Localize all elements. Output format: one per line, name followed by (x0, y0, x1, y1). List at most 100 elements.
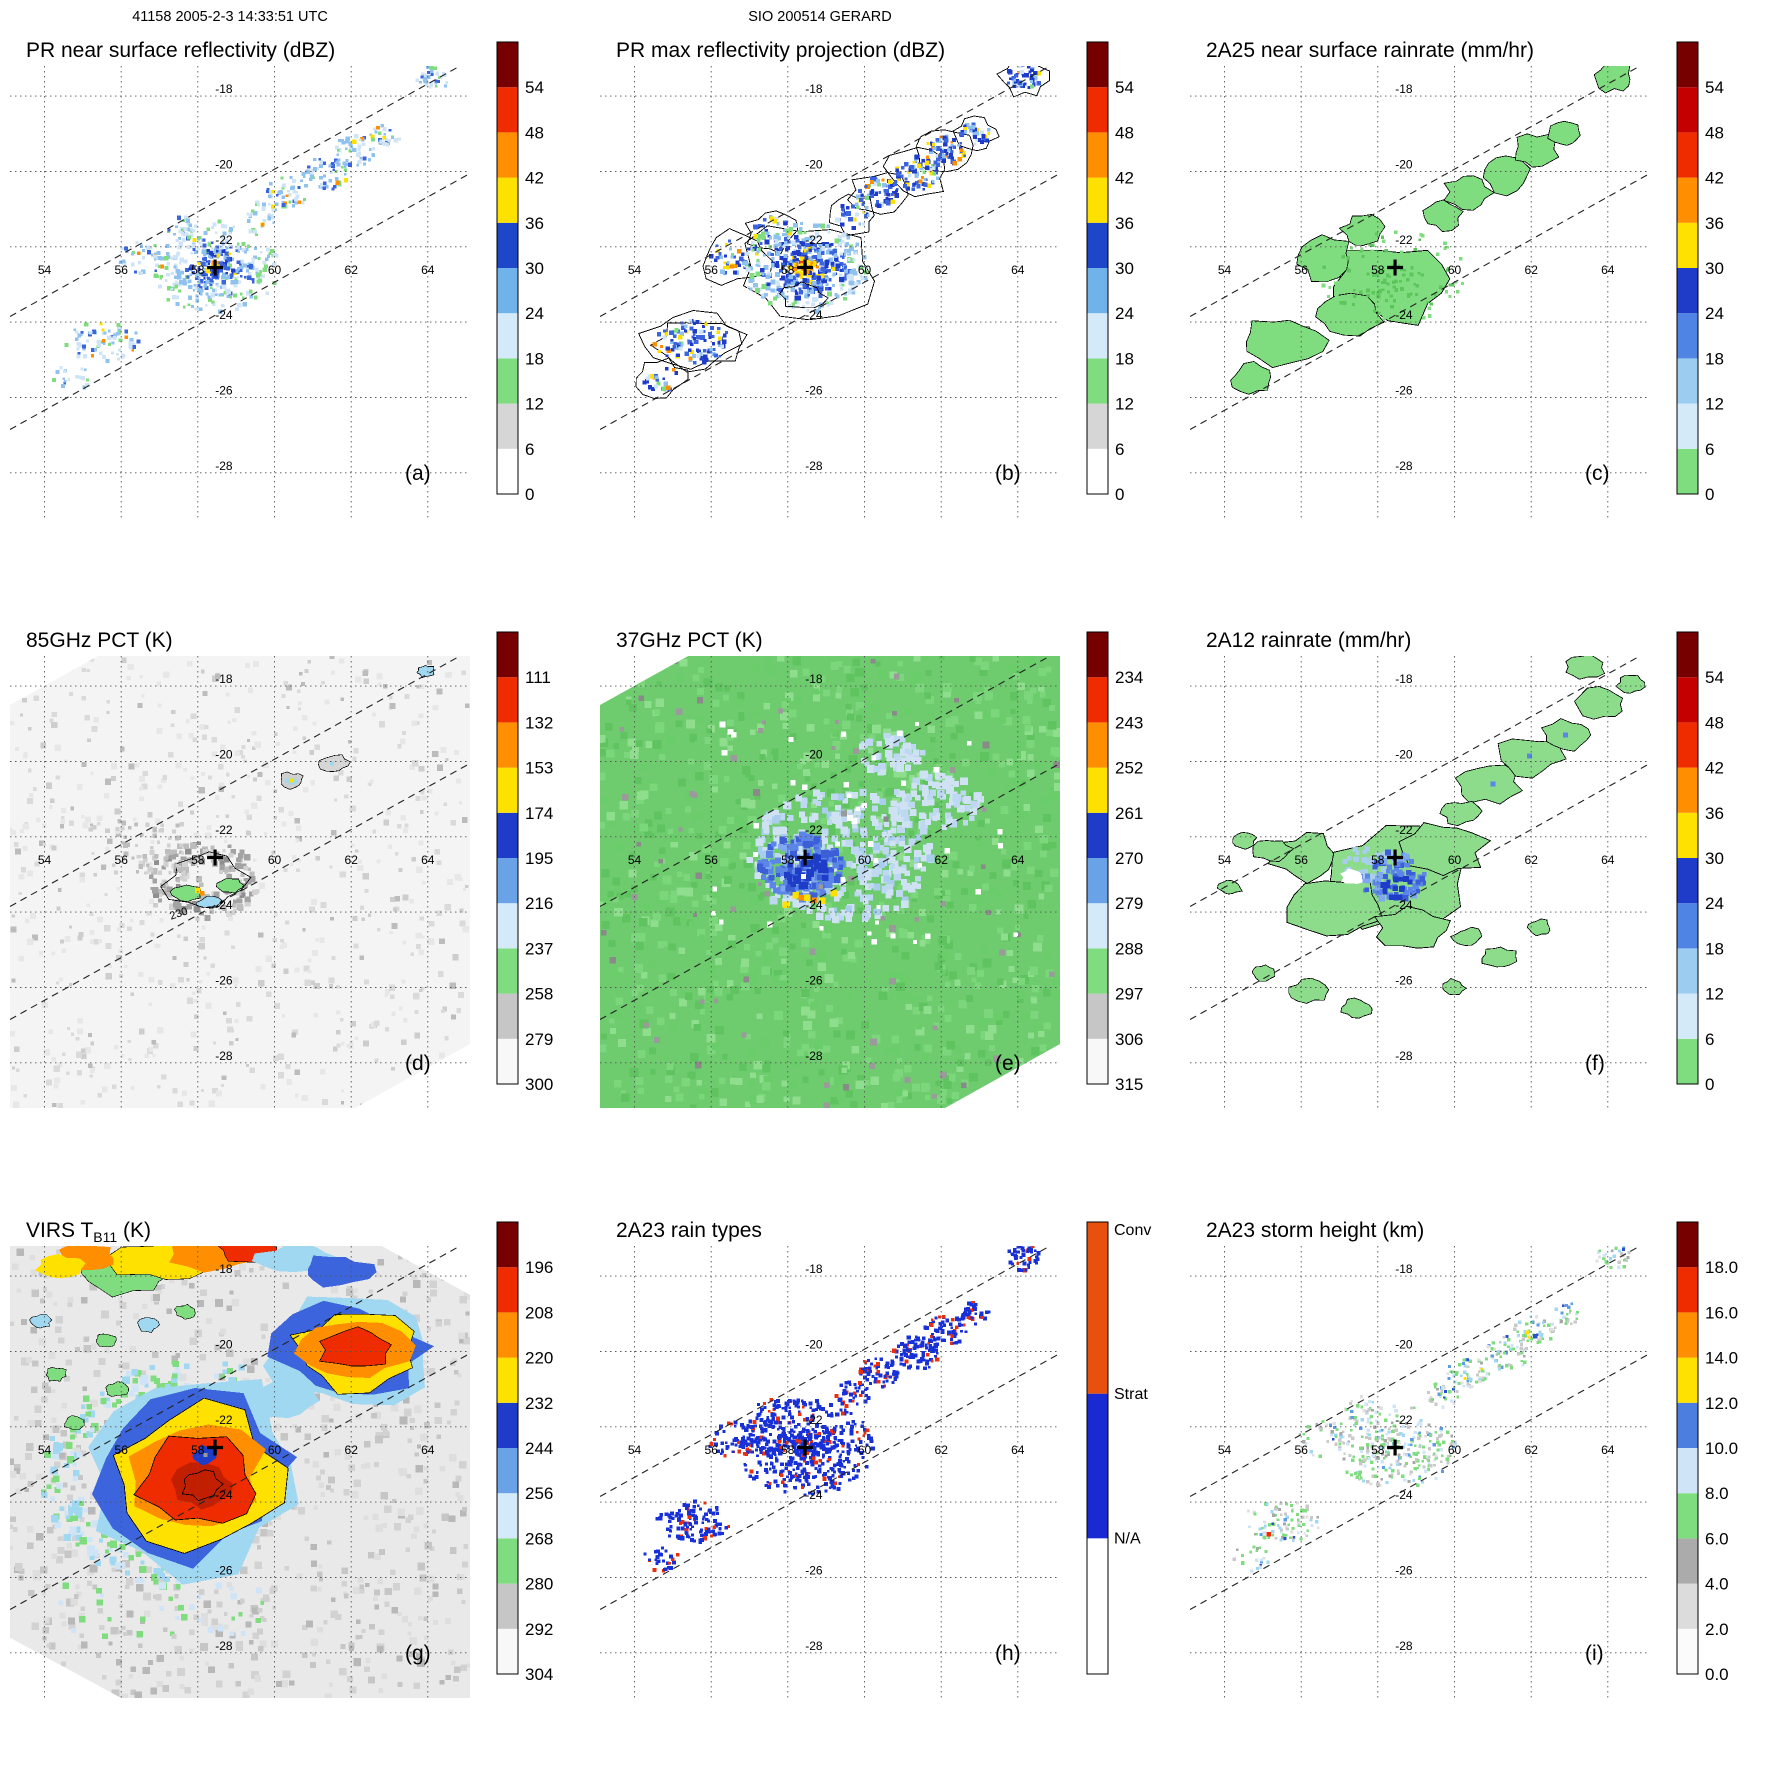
svg-text:-20: -20 (1395, 158, 1413, 172)
colorbar-tick-label: 12 (1115, 395, 1134, 414)
colorbar-tick-label: 0.0 (1705, 1665, 1729, 1684)
colorbar-tick-label: 2.0 (1705, 1620, 1729, 1639)
svg-text:-18: -18 (1395, 82, 1413, 96)
panel-letter: (f) (1585, 1052, 1605, 1075)
panel-d: 85GHz PCT (K) 230 54 56 58 60 62 64 -18 -20 -22 -24… (0, 590, 590, 1180)
panel-canvas-d: 85GHz PCT (K) 230 54 56 58 60 62 64 -18 -20 -22 -24… (0, 590, 590, 1180)
colorbar-tick-label: 304 (525, 1665, 553, 1684)
colorbar-label: N/A (1114, 1530, 1141, 1547)
colorbar-tick-label: 24 (1115, 304, 1134, 323)
svg-text:56: 56 (705, 263, 719, 277)
panel-letter: (b) (995, 462, 1021, 485)
colorbar-tick-label: 30 (1115, 259, 1134, 278)
svg-text:-22: -22 (805, 233, 823, 247)
colorbar-tick-label: 24 (525, 304, 544, 323)
panel-i: 2A23 storm height (km) 54 56 58 60 62 64 -18 -20… (1180, 1180, 1770, 1770)
swath-boundary-lines (1190, 1246, 1650, 1610)
panel-letter: (c) (1585, 462, 1610, 485)
panel-background (1180, 1180, 1770, 1770)
swath-boundary-lines (1190, 66, 1650, 430)
colorbar-tick-label: 24 (1705, 894, 1724, 913)
panel-title: 2A12 rainrate (mm/hr) (1206, 629, 1411, 652)
colorbar-section-strat (1087, 1393, 1108, 1539)
colorbar-tick-label: 4.0 (1705, 1575, 1729, 1594)
colorbar-tick-label: 18 (525, 349, 544, 368)
svg-text:-24: -24 (805, 898, 823, 912)
colorbar-tick-label: 300 (525, 1075, 553, 1094)
colorbar-tick-label: 18 (1705, 939, 1724, 958)
colorbar-tick-label: 18 (1705, 349, 1724, 368)
colorbar-tick-label: 30 (1705, 849, 1724, 868)
map-area-d: 230 54 56 58 60 62 64 -18 -20 -22 -24 -26 -28 (10, 656, 470, 1108)
svg-text:60: 60 (268, 853, 282, 867)
colorbar-tick-label: 48 (1705, 123, 1724, 142)
colorbar-tick-label: 196 (525, 1258, 553, 1277)
panel-title: 2A23 rain types (616, 1219, 762, 1242)
svg-text:-24: -24 (215, 308, 233, 322)
colorbar-tick-label: 54 (1705, 78, 1724, 97)
svg-text:60: 60 (858, 263, 872, 277)
colorbar-b: 54 48 42 36 30 24 18 12 6 0 (1086, 41, 1134, 504)
colorbar-tick-label: 232 (525, 1394, 553, 1413)
panel-canvas-b: SIO 200514 GERARD PR max reflectivity pro… (590, 0, 1180, 590)
colorbar-tick-label: 111 (525, 668, 551, 687)
svg-text:-22: -22 (215, 823, 233, 837)
colorbar-tick-label: 6 (1705, 1030, 1714, 1049)
svg-text:-28: -28 (215, 1049, 233, 1063)
colorbar-label: Strat (1114, 1386, 1148, 1403)
colorbar-tick-label: 0 (1705, 485, 1714, 504)
svg-text:-20: -20 (215, 158, 233, 172)
storm-center-marker (1387, 849, 1404, 866)
colorbar-tick-label: 54 (525, 78, 544, 97)
map-area-a: 54 56 58 60 62 64 -18 -20 -22 -24 -26 -28 (10, 66, 470, 518)
colorbar-tick-label: 18 (1115, 349, 1134, 368)
svg-text:56: 56 (115, 263, 129, 277)
storm-center-marker (207, 259, 224, 276)
colorbar-tick-label: 6 (525, 440, 534, 459)
svg-text:60: 60 (858, 853, 872, 867)
colorbar-tick-label: 258 (525, 985, 553, 1004)
colorbar-tick-label: 256 (525, 1484, 553, 1503)
panel-canvas-c: 2A25 near surface rainrate (mm/hr) 54 56 58… (1180, 0, 1770, 590)
colorbar-tick-label: 42 (525, 169, 544, 188)
panel-canvas-i: 2A23 storm height (km) 54 56 58 60 62 64-18-20… (1180, 1180, 1770, 1770)
svg-text:58: 58 (781, 853, 795, 867)
panel-letter: (i) (1585, 1642, 1604, 1665)
colorbar-tick-label: 12.0 (1705, 1394, 1738, 1413)
panel-g: VIRS TB11 (K) 54 56 58 60 62 64 -18 -20 -22 -24 -26… (0, 1180, 590, 1770)
map-area-f: 54 56 58 60 62 64-18-20-22-24-26-28 (1190, 656, 1650, 1108)
panel-a: 41158 2005-2-3 14:33:51 UTC PR near surfa… (0, 0, 590, 590)
colorbar-i: 18.0 16.0 14.0 12.0 10.0 8.0 6.0 4.0 2.0 0.0 (1676, 1221, 1738, 1684)
colorbar-g: 196 208 220 232 244 256 268 280 292 304 (496, 1221, 553, 1684)
svg-text:54: 54 (38, 263, 52, 277)
colorbar-tick-label: 42 (1115, 169, 1134, 188)
svg-text:-22: -22 (805, 823, 823, 837)
svg-text:58: 58 (781, 263, 795, 277)
grid-labels: 54 56 58 60 62 64-18-20-22-24-26-28 (1218, 1262, 1615, 1653)
swath-boundary-lines (600, 656, 1060, 1020)
colorbar-tick-label: 54 (1705, 668, 1724, 687)
colorbar-tick-label: 208 (525, 1303, 553, 1322)
svg-text:56: 56 (115, 853, 129, 867)
graticule (600, 66, 1060, 518)
colorbar-section-conv (1087, 1222, 1108, 1394)
colorbar-f: 54 48 42 36 30 24 18 12 6 0 (1676, 631, 1724, 1094)
colorbar-tick-label: 6.0 (1705, 1529, 1729, 1548)
colorbar-tick-label: 12 (1705, 395, 1724, 414)
svg-text:56: 56 (705, 853, 719, 867)
colorbar-tick-label: 42 (1705, 759, 1724, 778)
graticule (1190, 1246, 1650, 1698)
grid-labels: 54 56 58 60 62 64-18-20-22-24-26-28 (628, 1262, 1025, 1653)
panel-title: VIRS TB11 (K) (26, 1219, 151, 1245)
svg-text:-20: -20 (805, 748, 823, 762)
graticule (600, 656, 1060, 1108)
grid-labels: 54 56 58 60 62 64-18-20-22-24-26-28 (38, 1262, 435, 1653)
graticule (1190, 656, 1650, 1108)
colorbar-tick-label: 220 (525, 1349, 553, 1368)
swath-boundary-lines (600, 1246, 1060, 1610)
colorbar-tick-label: 6 (1705, 440, 1714, 459)
svg-text:62: 62 (935, 853, 949, 867)
colorbar-tick-label: 12 (525, 395, 544, 414)
svg-text:64: 64 (421, 263, 435, 277)
map-area-e: 54 56 58 60 62 64 -18 -20 -22 -24 -26 -28 (600, 656, 1060, 1108)
